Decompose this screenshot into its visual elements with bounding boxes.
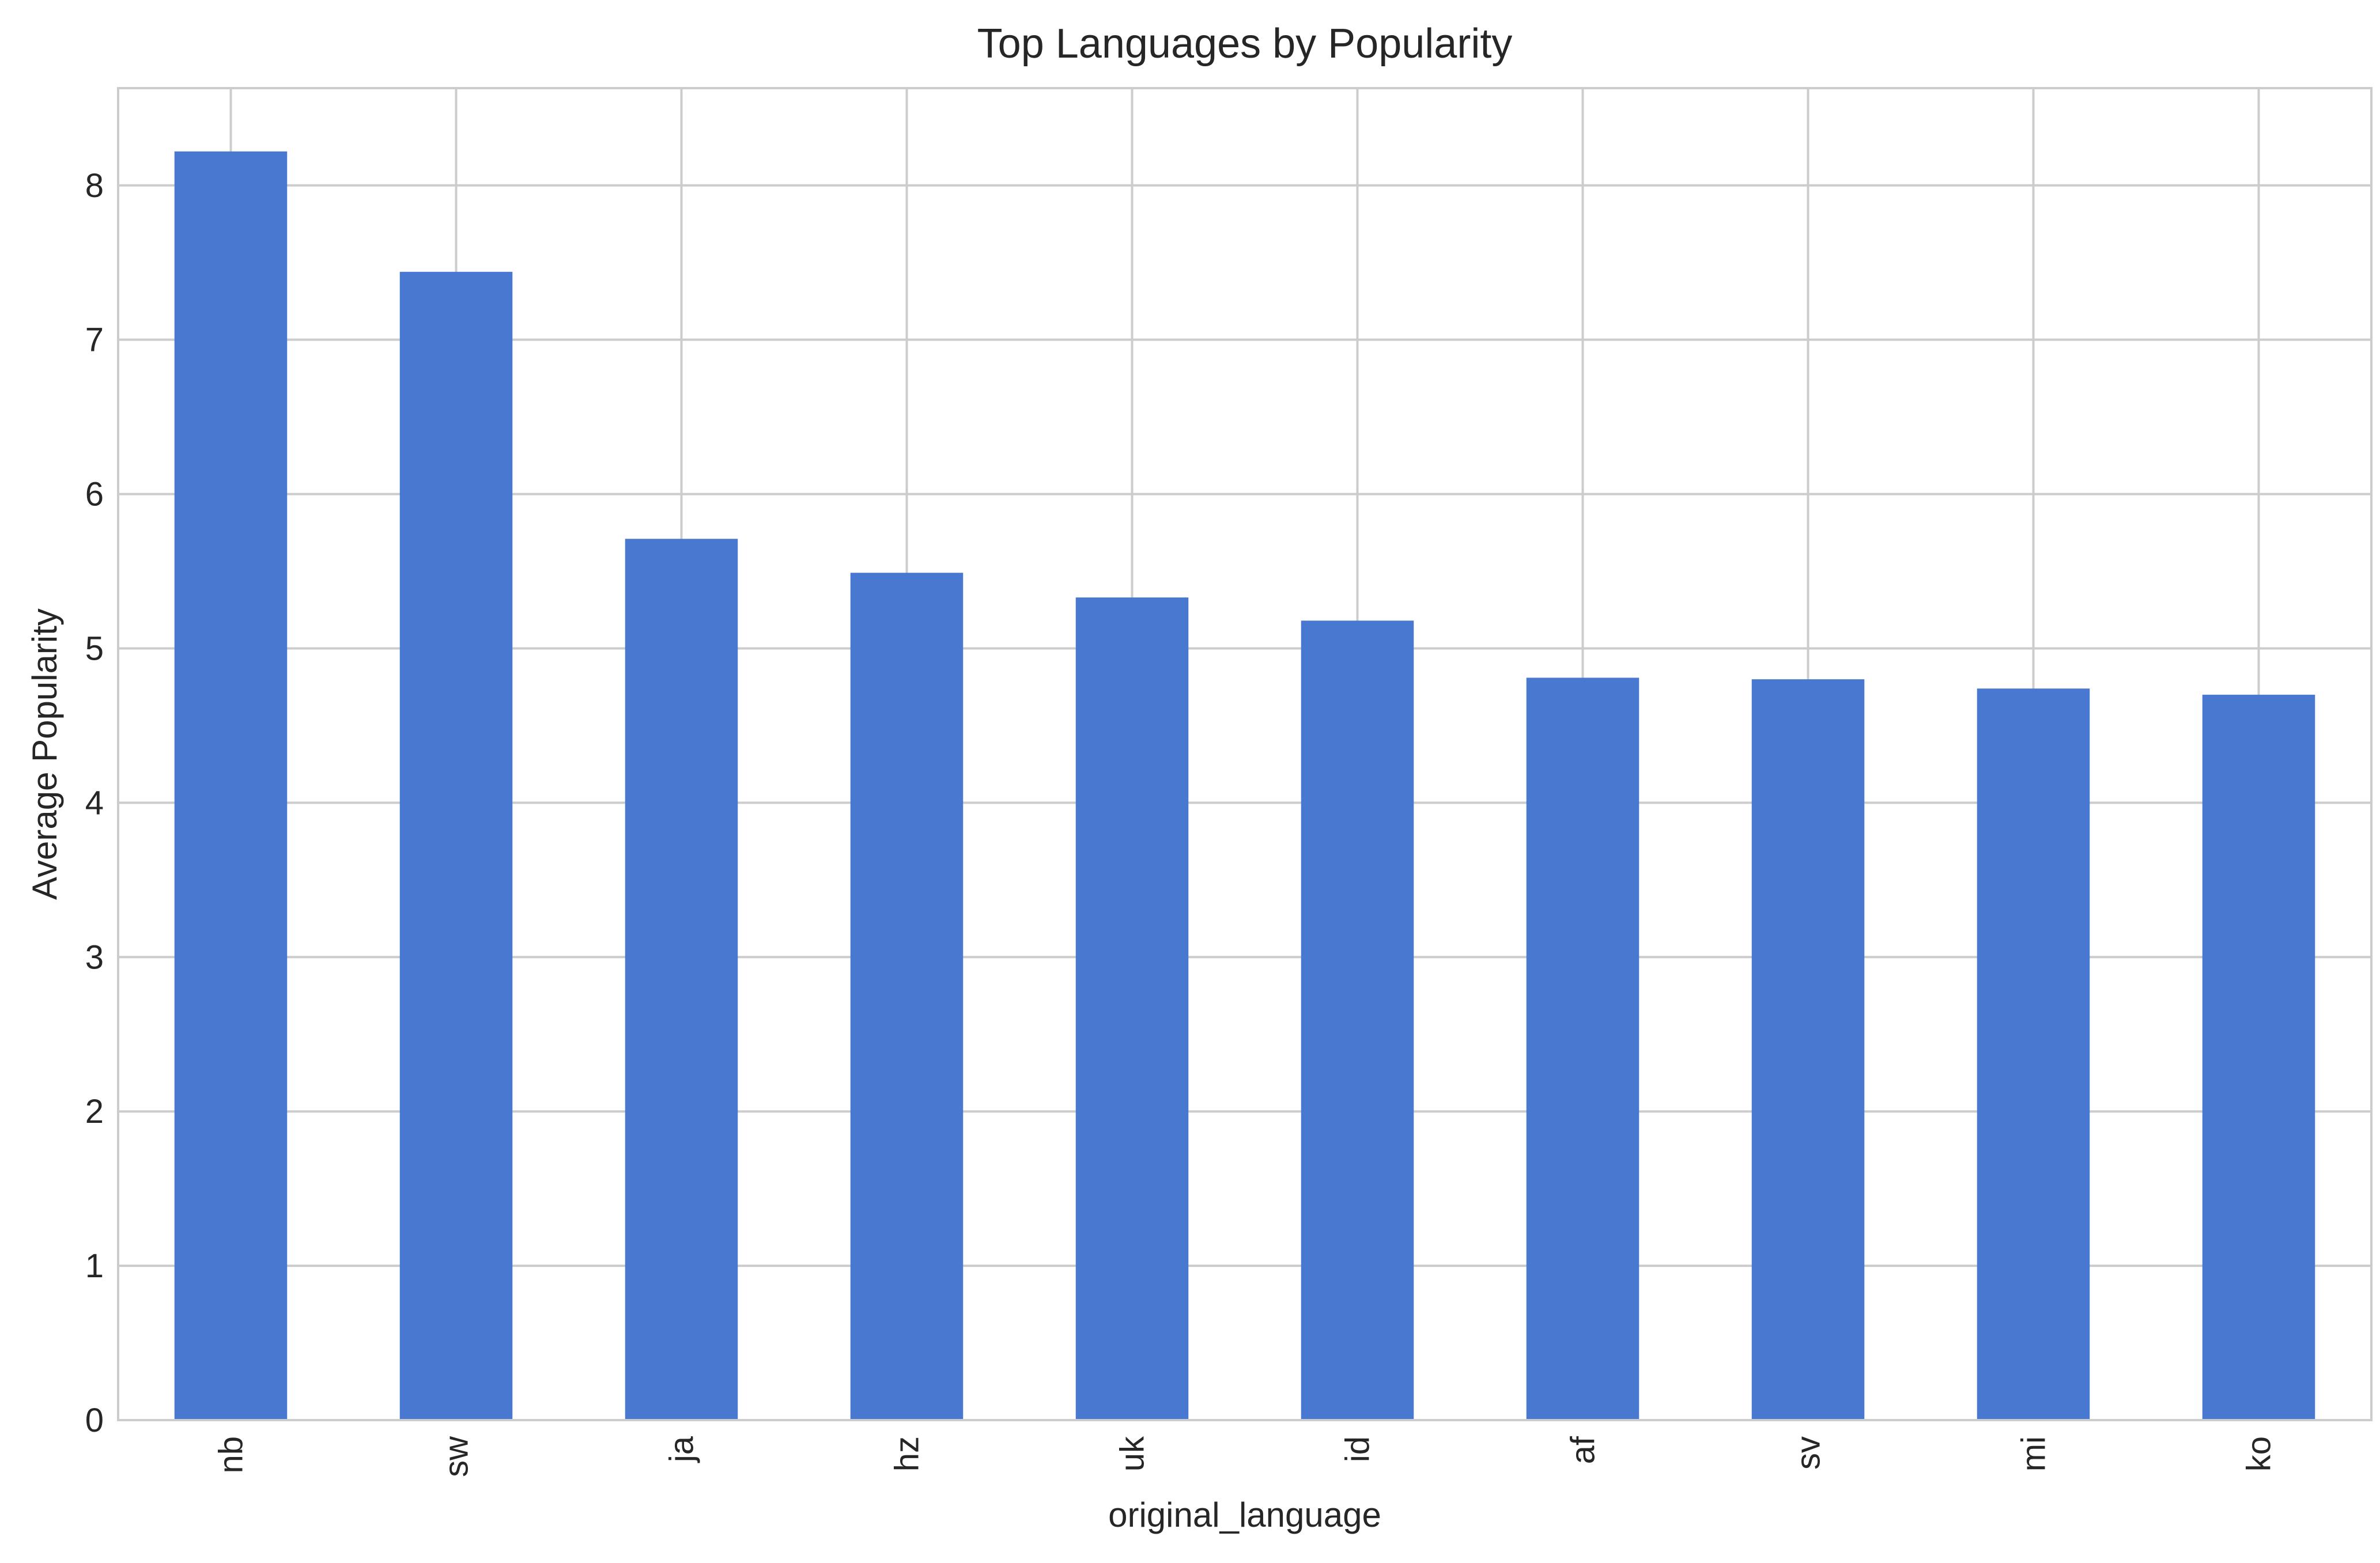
y-tick-label: 4 xyxy=(85,784,104,822)
y-tick-label: 2 xyxy=(85,1093,104,1130)
bar-uk xyxy=(1075,597,1189,1420)
plot-frame xyxy=(117,87,2373,1421)
x-tick-label: mi xyxy=(2015,1436,2053,1471)
y-tick-label: 7 xyxy=(85,321,104,359)
y-axis-label: Average Popularity xyxy=(25,608,64,900)
bar-ja xyxy=(625,539,738,1420)
bar-sw xyxy=(399,271,513,1420)
x-tick-label: ko xyxy=(2241,1436,2278,1471)
x-axis-label: original_language xyxy=(1108,1496,1381,1534)
y-tick-labels: 0 1 2 3 4 5 6 7 8 xyxy=(85,167,104,1439)
x-tick-label: hz xyxy=(889,1436,926,1471)
bar-af xyxy=(1526,678,1639,1420)
x-tick-label: uk xyxy=(1114,1436,1151,1471)
y-tick-label: 3 xyxy=(85,938,104,976)
y-tick-label: 1 xyxy=(85,1247,104,1285)
chart-title: Top Languages by Popularity xyxy=(977,21,1513,67)
x-tick-label: sv xyxy=(1790,1436,1827,1470)
bar-sv xyxy=(1751,679,1865,1420)
bar-nb xyxy=(174,151,288,1420)
y-tick-label: 6 xyxy=(85,476,104,513)
x-tick-label: nb xyxy=(213,1436,250,1474)
y-tick-label: 8 xyxy=(85,167,104,205)
bar-mi xyxy=(1977,688,2090,1420)
bar-hz xyxy=(850,573,964,1420)
y-tick-label: 5 xyxy=(85,630,104,667)
x-tick-label: ja xyxy=(663,1436,701,1463)
bar-id xyxy=(1301,620,1414,1420)
y-tick-label: 0 xyxy=(85,1402,104,1439)
x-tick-label: id xyxy=(1339,1436,1377,1462)
x-tick-label: sw xyxy=(438,1436,475,1477)
x-tick-label: af xyxy=(1565,1436,1602,1464)
bar-layer xyxy=(174,151,2315,1420)
x-tick-labels: nb sw ja hz uk id af sv mi ko xyxy=(213,1436,2278,1477)
bar-ko xyxy=(2202,694,2315,1420)
